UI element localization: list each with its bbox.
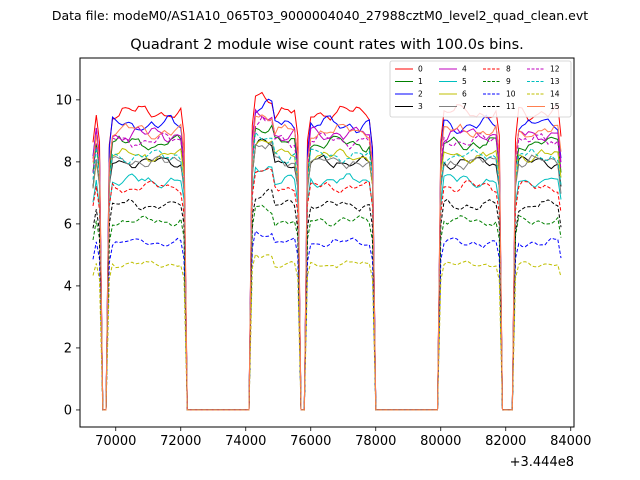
legend-label-4: 4 [462,65,467,74]
legend-label-0: 0 [418,65,423,74]
series-line-15 [92,114,562,411]
series-line-5 [92,166,562,411]
y-tick-label: 10 [55,93,72,108]
x-tick-label: 72000 [160,434,201,449]
chart-title: Quadrant 2 module wise count rates with … [130,37,524,53]
x-tick-label: 80000 [420,434,461,449]
series-line-4 [92,108,562,411]
legend-label-15: 15 [550,102,560,111]
legend-label-1: 1 [418,77,423,86]
legend-label-11: 11 [506,102,516,111]
series-line-7 [92,141,562,411]
y-tick-label: 2 [64,341,72,356]
x-tick-label: 78000 [355,434,396,449]
y-tick-label: 4 [64,279,72,294]
legend-label-6: 6 [462,90,467,99]
x-tick-label: 76000 [290,434,331,449]
x-axis: 70000 72000 74000 76000 78000 80000 82000 84000 [95,427,591,449]
series-line-9 [92,204,562,411]
x-offset-label: +3.444e8 [510,455,574,470]
series-layer [92,91,562,411]
legend-label-3: 3 [418,102,423,111]
legend-label-12: 12 [550,65,560,74]
y-axis: 0 2 4 6 8 10 [55,93,80,418]
y-tick-label: 6 [64,217,72,232]
x-tick-label: 70000 [95,434,136,449]
legend-label-9: 9 [506,77,511,86]
x-tick-label: 74000 [225,434,266,449]
legend-label-5: 5 [462,77,467,86]
legend-label-8: 8 [506,65,511,74]
series-line-13 [92,131,562,411]
y-tick-label: 0 [64,403,72,418]
legend-label-13: 13 [550,77,560,86]
series-line-10 [92,230,562,411]
legend-label-14: 14 [550,90,560,99]
series-line-0 [92,91,562,411]
series-line-6 [92,139,562,411]
series-line-12 [92,115,562,411]
series-line-2 [92,98,562,411]
legend-label-10: 10 [506,90,516,99]
series-line-14 [92,253,562,411]
series-line-11 [92,188,562,411]
y-tick-label: 8 [64,155,72,170]
legend-label-7: 7 [462,102,467,111]
legend-label-2: 2 [418,90,423,99]
series-line-3 [92,138,562,411]
series-line-8 [92,167,562,411]
plot-area-frame [79,57,575,428]
x-tick-label: 84000 [550,434,591,449]
x-tick-label: 82000 [485,434,526,449]
series-line-1 [92,124,562,411]
legend-box [389,60,572,118]
suptitle: Data file: modeM0/AS1A10_065T03_90000040… [52,8,588,23]
